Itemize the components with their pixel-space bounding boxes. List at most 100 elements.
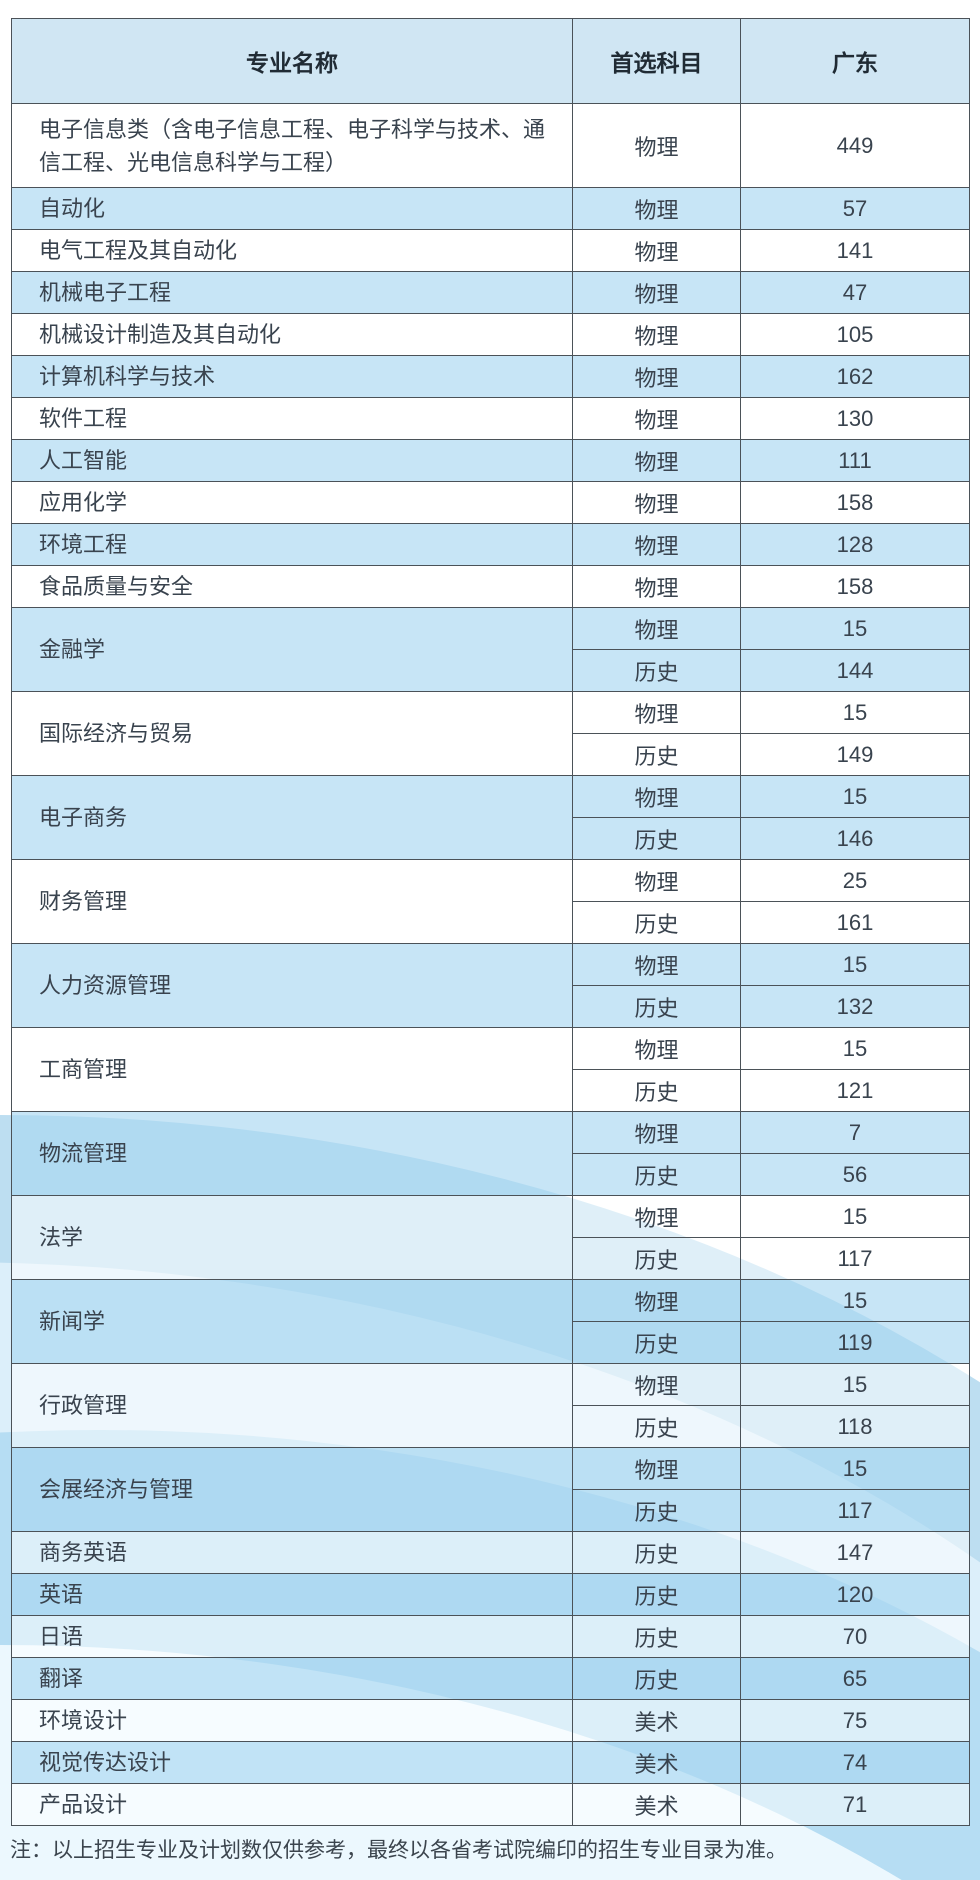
guangdong-plan-cell: 70	[740, 1615, 970, 1658]
guangdong-plan-cell: 162	[740, 355, 970, 398]
major-name-cell: 电子商务	[11, 775, 573, 860]
first-subject-cell: 历史	[572, 1657, 741, 1700]
major-name-cell: 环境设计	[11, 1699, 573, 1742]
major-name-cell: 新闻学	[11, 1279, 573, 1364]
major-name-cell: 日语	[11, 1615, 573, 1658]
major-name-cell: 环境工程	[11, 523, 573, 566]
first-subject-cell: 物理	[572, 1279, 741, 1322]
first-subject-cell: 历史	[572, 1489, 741, 1532]
major-name-cell: 金融学	[11, 607, 573, 692]
guangdong-plan-cell: 117	[740, 1489, 970, 1532]
first-subject-cell: 美术	[572, 1783, 741, 1826]
first-subject-cell: 历史	[572, 1153, 741, 1196]
column-header-1: 首选科目	[572, 18, 741, 104]
table-body: 电子信息类（含电子信息工程、电子科学与技术、通信工程、光电信息科学与工程） 物理 4…	[11, 103, 970, 1826]
major-name-cell: 物流管理	[11, 1111, 573, 1196]
guangdong-plan-cell: 105	[740, 313, 970, 356]
first-subject-cell: 物理	[572, 103, 741, 188]
first-subject-cell: 历史	[572, 1237, 741, 1280]
first-subject-cell: 历史	[572, 901, 741, 944]
guangdong-plan-cell: 144	[740, 649, 970, 692]
table-row: 法学 物理 15	[11, 1195, 970, 1280]
guangdong-plan-cell: 15	[740, 1447, 970, 1490]
guangdong-plan-cell: 119	[740, 1321, 970, 1364]
table-row: 金融学 物理 15	[11, 607, 970, 692]
first-subject-cell: 物理	[572, 271, 741, 314]
first-subject-cell: 历史	[572, 1321, 741, 1364]
first-subject-cell: 物理	[572, 1027, 741, 1070]
major-name-cell: 法学	[11, 1195, 573, 1280]
table-row: 历史 118	[12, 1405, 970, 1448]
guangdong-plan-cell: 121	[740, 1069, 970, 1112]
major-name-cell: 国际经济与贸易	[11, 691, 573, 776]
guangdong-plan-cell: 47	[740, 271, 970, 314]
guangdong-plan-cell: 111	[740, 439, 970, 482]
major-name-cell: 人力资源管理	[11, 943, 573, 1028]
first-subject-cell: 物理	[572, 691, 741, 734]
table-row: 翻译 历史 65	[11, 1657, 970, 1700]
table-row: 历史 146	[12, 817, 970, 860]
first-subject-cell: 物理	[572, 1363, 741, 1406]
guangdong-plan-cell: 15	[740, 1195, 970, 1238]
guangdong-plan-cell: 161	[740, 901, 970, 944]
table-row: 视觉传达设计 美术 74	[11, 1741, 970, 1784]
table-row: 英语 历史 120	[11, 1573, 970, 1616]
major-name-cell: 自动化	[11, 187, 573, 230]
column-header-0: 专业名称	[11, 18, 573, 104]
table-row: 会展经济与管理 物理 15	[11, 1447, 970, 1532]
first-subject-cell: 美术	[572, 1699, 741, 1742]
major-name-cell: 计算机科学与技术	[11, 355, 573, 398]
first-subject-cell: 物理	[572, 775, 741, 818]
footnote: 注：以上招生专业及计划数仅供参考，最终以各省考试院编印的招生专业目录为准。	[10, 1839, 787, 1862]
table-row: 电气工程及其自动化 物理 141	[11, 229, 970, 272]
guangdong-plan-cell: 15	[740, 1363, 970, 1406]
guangdong-plan-cell: 75	[740, 1699, 970, 1742]
first-subject-cell: 物理	[572, 1447, 741, 1490]
guangdong-plan-cell: 158	[740, 481, 970, 524]
guangdong-plan-cell: 57	[740, 187, 970, 230]
guangdong-plan-cell: 149	[740, 733, 970, 776]
major-name-cell: 电气工程及其自动化	[11, 229, 573, 272]
first-subject-cell: 历史	[572, 985, 741, 1028]
table-row: 人力资源管理 物理 15	[11, 943, 970, 1028]
major-name-cell: 工商管理	[11, 1027, 573, 1112]
first-subject-cell: 历史	[572, 1615, 741, 1658]
first-subject-cell: 物理	[572, 187, 741, 230]
major-name-cell: 视觉传达设计	[11, 1741, 573, 1784]
guangdong-plan-cell: 15	[740, 943, 970, 986]
major-name-cell: 会展经济与管理	[11, 1447, 573, 1532]
table-row: 历史 56	[12, 1153, 970, 1196]
table-row: 环境设计 美术 75	[11, 1699, 970, 1742]
major-name-cell: 食品质量与安全	[11, 565, 573, 608]
first-subject-cell: 物理	[572, 859, 741, 902]
guangdong-plan-cell: 15	[740, 1027, 970, 1070]
guangdong-plan-cell: 117	[740, 1237, 970, 1280]
first-subject-cell: 物理	[572, 313, 741, 356]
first-subject-cell: 历史	[572, 649, 741, 692]
guangdong-plan-cell: 130	[740, 397, 970, 440]
major-name-cell: 财务管理	[11, 859, 573, 944]
guangdong-plan-cell: 146	[740, 817, 970, 860]
first-subject-cell: 物理	[572, 523, 741, 566]
first-subject-cell: 历史	[572, 1069, 741, 1112]
major-name-cell: 产品设计	[11, 1783, 573, 1826]
table-row: 产品设计 美术 71	[11, 1783, 970, 1826]
first-subject-cell: 物理	[572, 397, 741, 440]
guangdong-plan-cell: 449	[740, 103, 970, 188]
table-row: 历史 161	[12, 901, 970, 944]
first-subject-cell: 物理	[572, 1195, 741, 1238]
table-row: 电子商务 物理 15	[11, 775, 970, 860]
guangdong-plan-cell: 15	[740, 775, 970, 818]
guangdong-plan-cell: 141	[740, 229, 970, 272]
major-name-cell: 人工智能	[11, 439, 573, 482]
table-row: 机械电子工程 物理 47	[11, 271, 970, 314]
table-row: 食品质量与安全 物理 158	[11, 565, 970, 608]
header-row: 专业名称 首选科目 广东	[11, 18, 970, 104]
table-row: 电子信息类（含电子信息工程、电子科学与技术、通信工程、光电信息科学与工程） 物理 4…	[11, 103, 970, 188]
guangdong-plan-cell: 15	[740, 1279, 970, 1322]
table-row: 人工智能 物理 111	[11, 439, 970, 482]
major-name-cell: 商务英语	[11, 1531, 573, 1574]
guangdong-plan-cell: 118	[740, 1405, 970, 1448]
major-name-cell: 电子信息类（含电子信息工程、电子科学与技术、通信工程、光电信息科学与工程）	[11, 103, 573, 188]
first-subject-cell: 物理	[572, 439, 741, 482]
